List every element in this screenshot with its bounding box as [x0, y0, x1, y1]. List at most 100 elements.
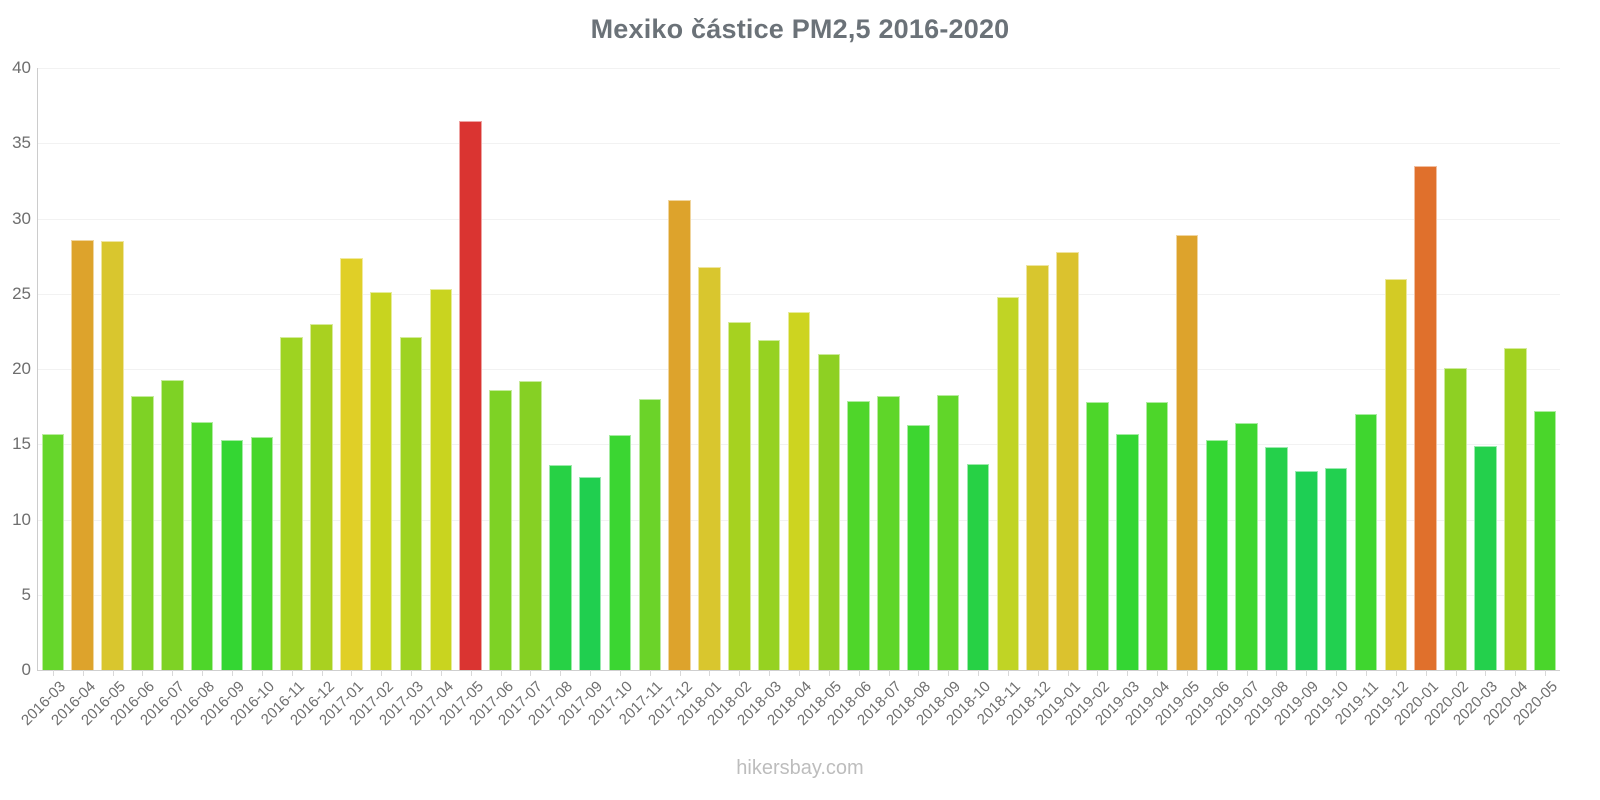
bar-2016-03[interactable]: [41, 433, 65, 670]
bar-2017-10[interactable]: [608, 435, 632, 670]
bar-2019-01[interactable]: [1056, 251, 1079, 670]
x-tickmark-2016-07: [172, 670, 174, 676]
x-tickmark-2017-05: [470, 670, 472, 676]
x-tickmark-2019-12: [1395, 670, 1397, 676]
x-tickmark-2017-01: [351, 670, 353, 676]
bar-2018-02[interactable]: [728, 322, 751, 670]
x-tickmark-2018-09: [948, 670, 950, 676]
y-tick-label-15: 15: [12, 434, 31, 454]
y-tick-label-30: 30: [12, 208, 31, 228]
y-axis-labels: 0 5 10 15 20 25 30 35 40: [0, 0, 31, 800]
bar-2016-07[interactable]: [161, 379, 184, 670]
x-tickmark-2017-02: [381, 670, 383, 676]
bar-2020-05[interactable]: [1533, 411, 1557, 670]
x-tickmark-2016-12: [321, 670, 323, 676]
bar-2020-04[interactable]: [1503, 347, 1527, 670]
bar-2016-04[interactable]: [71, 239, 95, 670]
bar-2017-12[interactable]: [668, 200, 691, 670]
x-tickmark-2019-10: [1336, 670, 1338, 676]
bar-2019-05[interactable]: [1175, 235, 1199, 670]
y-tick-label-0: 0: [21, 660, 31, 679]
bar-series: [38, 68, 1560, 670]
bar-2018-05[interactable]: [817, 353, 841, 670]
x-tickmark-2019-08: [1276, 670, 1278, 676]
x-tickmark-2017-09: [590, 670, 592, 676]
x-tickmark-2018-07: [888, 670, 890, 676]
bar-2019-04[interactable]: [1145, 402, 1169, 670]
y-tick-label-10: 10: [12, 509, 31, 529]
y-tick-label-20: 20: [12, 359, 31, 378]
bar-2016-11[interactable]: [280, 337, 303, 670]
bar-2018-06[interactable]: [847, 400, 870, 670]
bar-2017-03[interactable]: [399, 337, 423, 670]
x-tickmark-2017-06: [500, 670, 502, 676]
x-tickmark-2016-06: [142, 670, 144, 676]
bar-2020-01[interactable]: [1414, 165, 1437, 670]
bar-2018-08[interactable]: [907, 424, 930, 670]
bar-2020-02[interactable]: [1444, 367, 1467, 670]
bar-2017-06[interactable]: [489, 390, 512, 670]
bar-2016-05[interactable]: [101, 241, 124, 670]
bar-2017-07[interactable]: [519, 381, 542, 670]
gridline-40: [38, 68, 1560, 69]
bar-2019-06[interactable]: [1205, 439, 1229, 670]
bar-2018-03[interactable]: [757, 340, 781, 670]
x-tickmark-2020-01: [1425, 670, 1427, 676]
bar-2017-05[interactable]: [459, 120, 482, 670]
x-tickmark-2019-02: [1097, 670, 1099, 676]
x-tickmark-2018-02: [739, 670, 741, 676]
bar-2019-10[interactable]: [1324, 468, 1348, 670]
bar-2017-01[interactable]: [340, 257, 363, 670]
bar-2017-02[interactable]: [369, 292, 393, 670]
x-tickmark-2016-10: [261, 670, 263, 676]
x-tickmark-2018-01: [709, 670, 711, 676]
x-tickmark-2017-04: [440, 670, 442, 676]
bar-2018-09[interactable]: [936, 394, 960, 670]
x-tickmark-2016-04: [82, 670, 84, 676]
bar-2018-11[interactable]: [996, 296, 1020, 670]
bar-2019-07[interactable]: [1235, 423, 1258, 670]
x-tickmark-2016-05: [112, 670, 114, 676]
x-tickmark-2017-12: [679, 670, 681, 676]
bar-2016-10[interactable]: [250, 436, 274, 670]
x-tickmark-2016-11: [291, 670, 293, 676]
x-tickmark-2019-05: [1186, 670, 1188, 676]
bar-2016-12[interactable]: [310, 323, 333, 670]
x-tickmark-2016-03: [52, 670, 54, 676]
gridline-30: [38, 218, 1560, 220]
plot-area: [38, 68, 1560, 671]
x-tickmark-2018-03: [769, 670, 771, 676]
y-tick-label-40: 40: [12, 58, 31, 77]
gridline-25: [38, 293, 1560, 295]
bar-2018-01[interactable]: [698, 266, 721, 670]
bar-2018-07[interactable]: [877, 396, 900, 670]
bar-2019-02[interactable]: [1086, 402, 1109, 670]
bar-2019-11[interactable]: [1354, 414, 1378, 670]
bar-2017-04[interactable]: [429, 289, 453, 670]
bar-2017-11[interactable]: [638, 399, 662, 670]
x-tickmark-2018-10: [978, 670, 980, 676]
x-tickmark-2018-11: [1007, 670, 1009, 676]
bar-2017-09[interactable]: [578, 477, 602, 670]
bar-2019-09[interactable]: [1295, 471, 1318, 670]
bar-2019-08[interactable]: [1265, 447, 1288, 670]
bar-2020-03[interactable]: [1474, 445, 1497, 670]
bar-2016-06[interactable]: [131, 396, 154, 670]
bar-2017-08[interactable]: [548, 465, 572, 670]
x-tickmark-2018-12: [1037, 670, 1039, 676]
bar-2018-10[interactable]: [966, 463, 990, 670]
bar-2018-04[interactable]: [787, 311, 811, 670]
y-tick-label-35: 35: [12, 133, 31, 153]
x-tickmark-2019-03: [1127, 670, 1129, 676]
bar-2019-12[interactable]: [1384, 278, 1408, 670]
bar-2019-03[interactable]: [1116, 433, 1139, 670]
x-tickmark-2016-08: [202, 670, 204, 676]
x-tickmark-2016-09: [231, 670, 233, 676]
bar-2016-08[interactable]: [190, 421, 214, 670]
bar-2018-12[interactable]: [1026, 265, 1049, 670]
x-tickmark-2017-10: [619, 670, 621, 676]
bar-2016-09[interactable]: [220, 439, 244, 670]
x-tickmark-2020-03: [1485, 670, 1487, 676]
x-tickmark-2018-06: [858, 670, 860, 676]
